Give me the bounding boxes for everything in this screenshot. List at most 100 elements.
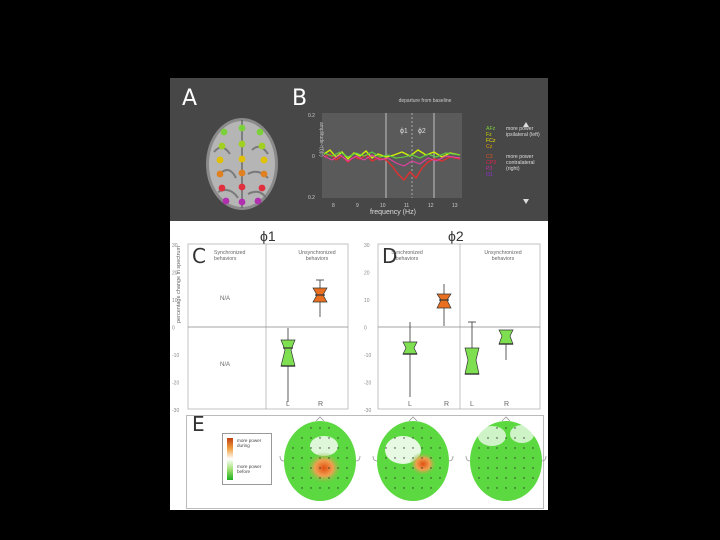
electrode-dot [421,427,423,429]
legend-electrode: C3 [486,154,493,160]
electrode-dot [496,467,498,469]
electrode-dot [505,427,507,429]
electrode-dot [430,467,432,469]
electrode-dot [487,437,489,439]
c-ytick: -20 [172,381,179,387]
b-xticks: 8 9 10 11 12 13 [332,203,458,209]
b-legend-text-bottom: more power contralateral (right) [506,154,535,172]
electrode-dot [403,487,405,489]
d-ytick: 10 [364,298,370,304]
panel-label-e: E [192,412,205,436]
electrode-dot [412,467,414,469]
b-xtick: 13 [452,203,458,209]
b-phi2: ϕ2 [418,128,426,135]
electrode-dot [328,467,330,469]
electrode-dot [385,477,387,479]
electrode-dot [514,447,516,449]
electrode-dot [292,447,294,449]
electrode-dot [328,477,330,479]
b-ytick-top: 0.2 [308,113,315,119]
electrode-dot [394,487,396,489]
electrode-dot [319,487,321,489]
electrode-dot [319,427,321,429]
d-ytick: -20 [364,381,371,387]
electrode-dot [310,437,312,439]
electrode-dot [403,427,405,429]
electrode-dot [337,447,339,449]
electrode-dot [478,447,480,449]
d-yticks: 30 20 10 0 -10 -20 -30 [364,243,371,414]
electrode-dot [346,457,348,459]
electrode-dot [439,457,441,459]
electrode-dot [346,447,348,449]
d-xlabel-1: L [408,401,412,408]
d-right-title: Unsynchronized behaviors [484,250,522,262]
c-ytick: 10 [172,298,178,304]
b-xtick: 9 [356,203,359,209]
legend-electrode: P3 [486,166,493,172]
electrode-dot [430,487,432,489]
b-ytick-bottom: 0.2 [308,195,315,201]
d-xlabel-3: L [470,401,474,408]
electrode-dot [532,457,534,459]
electrode-dot [337,457,339,459]
e-legend-bottom: more power before [237,464,262,474]
c-na-top: N/A [220,296,231,302]
top-band: A B departure from baseline [170,78,548,221]
electrode-dot [337,477,339,479]
electrode-dot [439,447,441,449]
b-xlabel: frequency (Hz) [370,209,416,216]
electrode-dot [478,467,480,469]
d-ytick: -30 [364,408,371,414]
electrode-dot [430,457,432,459]
electrode-dot [412,437,414,439]
topo-map-3 [465,416,547,501]
electrode-dot [523,477,525,479]
d-xlabel-2: R [444,401,450,408]
electrode-dot [514,437,516,439]
electrode-dot [310,487,312,489]
electrode-dot [403,477,405,479]
b-legend-text-top: more power ipsilateral (left) [506,126,540,138]
electrode-dot [301,467,303,469]
b-xtick: 12 [428,203,434,209]
electrode-dot [403,467,405,469]
c-right-title: Unsynchronized behaviors [298,250,336,262]
b-xtick: 10 [380,203,386,209]
electrode-dot [505,457,507,459]
electrode-dot [337,467,339,469]
electrode-dot [505,467,507,469]
electrode-dot [403,437,405,439]
d-ytick: 20 [364,271,370,277]
electrode-dot [505,487,507,489]
electrode-dot [439,467,441,469]
electrode-dot [328,437,330,439]
electrode-dot [523,467,525,469]
electrode-dot [514,427,516,429]
head-electrode-map [206,118,278,210]
electrode-dot [421,457,423,459]
panel-e-frame [186,415,544,509]
electrode-dot [346,467,348,469]
panel-c-boxplot: 30 20 10 0 -10 -20 -30 [172,243,349,414]
electrode-dot [478,477,480,479]
electrode-dot [319,447,321,449]
legend-electrode: O1 [486,172,493,178]
electrode-dot [487,447,489,449]
electrode-dots [216,124,268,206]
electrode-dot [412,477,414,479]
topo-map-2 [372,416,454,501]
electrode-dot [292,467,294,469]
electrode-dot [496,457,498,459]
electrode-dot [412,447,414,449]
electrode-dot [496,427,498,429]
electrode-dot [496,447,498,449]
departure-label: departure from baseline [398,98,452,104]
electrode-dot [301,457,303,459]
electrode-dot [337,487,339,489]
electrode-dot [319,437,321,439]
c-ytick: 20 [172,271,178,277]
c-xlabel-r: R [318,401,324,408]
c-xlabel-l: L [286,401,290,408]
electrode-dot [523,437,525,439]
